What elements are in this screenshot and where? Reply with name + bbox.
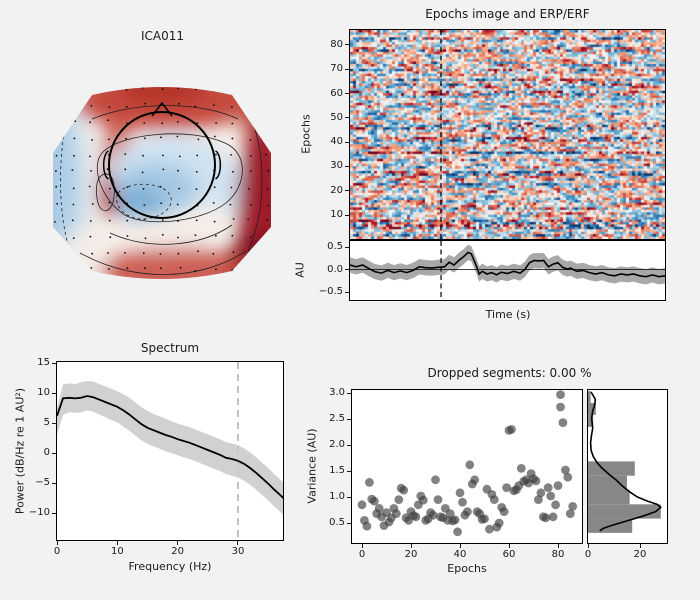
tick-label: 80: [551, 549, 565, 560]
tick-label: 80: [330, 38, 343, 50]
tick-label: 20: [404, 549, 418, 560]
tick-mark: [52, 482, 56, 484]
tick-mark: [345, 214, 349, 216]
frequency-xlabel: Frequency (Hz): [128, 560, 212, 573]
tick-mark: [508, 544, 510, 548]
tick-label: 10: [110, 546, 124, 557]
tick-label: −10: [28, 507, 50, 518]
erp-trace: [350, 241, 665, 300]
tick-mark: [345, 117, 349, 119]
tick-mark: [116, 541, 118, 545]
electrode-dots: [53, 87, 270, 273]
tick-label: 30: [231, 546, 245, 557]
topomap-field: [53, 87, 271, 279]
tick-label: −5: [35, 477, 50, 488]
tick-mark: [52, 362, 56, 364]
tick-mark: [347, 392, 351, 394]
tick-label: 0: [43, 447, 50, 458]
tick-label: 20: [330, 184, 343, 196]
tick-mark: [345, 165, 349, 167]
time-xlabel: Time (s): [485, 308, 531, 321]
tick-mark: [587, 544, 589, 548]
tick-label: 40: [453, 549, 467, 560]
tick-label: 0: [358, 549, 366, 560]
tick-mark: [410, 544, 412, 548]
spectrum-title: Spectrum: [140, 341, 200, 355]
tick-label: 1.0: [329, 491, 345, 502]
tick-label: 30: [330, 160, 343, 172]
tick-label: 10: [37, 387, 50, 398]
tick-mark: [345, 269, 349, 270]
tick-label: 20: [633, 549, 647, 560]
tick-label: 2.5: [329, 413, 345, 424]
tick-mark: [347, 418, 351, 420]
tick-label: 0: [53, 546, 61, 557]
ear-right: [215, 150, 222, 180]
tick-mark: [345, 190, 349, 192]
epochs-xlabel: Epochs: [447, 562, 487, 575]
tick-mark: [345, 44, 349, 46]
tick-mark: [361, 544, 363, 548]
spectrum-panel: [56, 361, 284, 541]
tick-label: 0.5: [327, 241, 343, 252]
erp-panel: [349, 240, 666, 301]
tick-mark: [52, 512, 56, 514]
tick-mark: [52, 452, 56, 454]
tick-label: 60: [502, 549, 516, 560]
tick-label: 40: [330, 136, 343, 148]
tick-label: 50: [330, 111, 343, 123]
tick-mark: [639, 544, 641, 548]
tick-mark: [345, 93, 349, 95]
tick-label: 70: [330, 63, 343, 75]
tick-mark: [345, 68, 349, 70]
event-onset-line: [440, 30, 442, 239]
tick-label: 3.0: [329, 387, 345, 398]
tick-label: 15: [37, 357, 50, 368]
head-outline: [108, 111, 216, 219]
histogram-bars: [588, 390, 662, 533]
tick-mark: [52, 422, 56, 424]
dropped-segments-title: Dropped segments: 0.00 %: [427, 366, 592, 380]
variance-scatter-panel: [351, 389, 583, 544]
tick-mark: [345, 291, 349, 293]
topomap: [53, 87, 271, 279]
tick-label: 10: [330, 209, 343, 220]
tick-mark: [237, 541, 239, 545]
variance-points: [357, 390, 578, 537]
tick-mark: [347, 496, 351, 498]
tick-mark: [56, 541, 58, 545]
epochs-heatmap-canvas: [350, 30, 665, 239]
tick-label: 20: [171, 546, 185, 557]
tick-label: 0: [584, 549, 592, 560]
tick-mark: [177, 541, 179, 545]
topomap-title: ICA011: [140, 29, 185, 43]
spectrum-curve: [57, 362, 283, 540]
tick-label: 2.0: [329, 439, 345, 450]
epochs-image-title: Epochs image and ERP/ERF: [425, 7, 590, 21]
tick-label: 5: [43, 417, 50, 428]
tick-mark: [52, 392, 56, 394]
tick-label: 1.5: [329, 465, 345, 476]
tick-mark: [345, 246, 349, 248]
tick-mark: [347, 470, 351, 472]
tick-mark: [345, 141, 349, 143]
tick-mark: [459, 544, 461, 548]
contour-lines: [60, 105, 263, 275]
tick-mark: [557, 544, 559, 548]
tick-label: 60: [330, 87, 343, 99]
tick-label: 0.0: [327, 263, 343, 275]
tick-mark: [347, 444, 351, 446]
tick-label: −0.5: [318, 286, 343, 297]
tick-label: 0.5: [329, 517, 345, 528]
tick-mark: [347, 522, 351, 524]
ear-left: [102, 150, 109, 180]
epochs-image-panel: [349, 29, 666, 240]
variance-histogram-panel: [587, 389, 668, 544]
